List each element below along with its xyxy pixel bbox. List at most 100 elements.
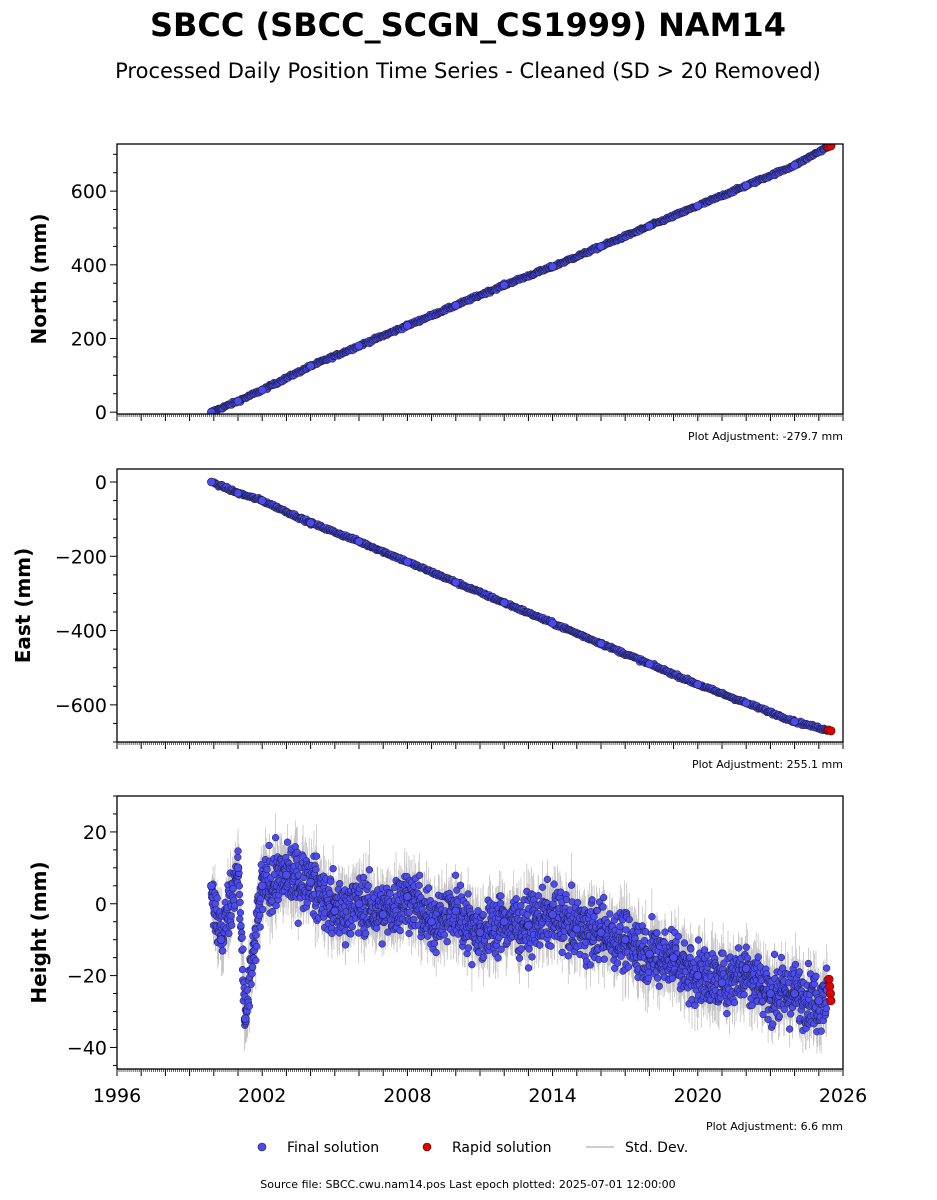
legend-item-stddev: Std. Dev. — [586, 1140, 688, 1156]
y-tick-label: −600 — [55, 695, 107, 717]
final-point — [717, 978, 727, 988]
final-point — [451, 906, 461, 916]
final-point — [240, 1014, 250, 1024]
x-tick-label: 1996 — [93, 1085, 141, 1107]
rapid-point — [826, 996, 836, 1006]
plot-adjustment: Plot Adjustment: -279.7 mm — [688, 430, 843, 443]
final-point — [499, 598, 509, 608]
x-tick-label: 2008 — [383, 1085, 431, 1107]
final-point — [814, 996, 824, 1006]
final-point — [693, 201, 703, 211]
final-point — [548, 262, 557, 271]
final-point — [282, 870, 291, 880]
legend-label: Final solution — [287, 1140, 379, 1156]
final-point — [572, 924, 582, 934]
final-point — [354, 899, 364, 909]
final-point — [403, 321, 412, 330]
y-tick-label: −20 — [67, 966, 107, 988]
final-point — [306, 518, 315, 528]
x-tick-label: 2026 — [819, 1085, 867, 1107]
final-point — [766, 989, 775, 998]
legend-label: Std. Dev. — [625, 1140, 688, 1156]
final-point — [499, 280, 509, 290]
y-tick-label: 0 — [95, 472, 107, 494]
final-point — [306, 361, 315, 371]
y-tick-label: 20 — [83, 822, 107, 844]
x-tick-label: 2002 — [238, 1085, 286, 1107]
final-point — [548, 910, 557, 919]
legend-label: Rapid solution — [452, 1140, 552, 1156]
final-point — [524, 921, 533, 930]
y-axis-label: North (mm) — [27, 213, 51, 344]
final-point — [233, 488, 243, 498]
final-point — [499, 917, 509, 927]
final-point — [354, 537, 364, 546]
y-tick-label: 600 — [71, 181, 107, 203]
final-point — [403, 892, 412, 901]
final-point — [790, 717, 799, 726]
final-point — [207, 477, 216, 487]
plot-area — [207, 477, 836, 736]
final-point — [354, 341, 364, 351]
final-point — [207, 407, 216, 414]
final-point — [596, 928, 606, 937]
final-point — [741, 181, 751, 190]
final-point — [233, 863, 243, 873]
final-point — [306, 877, 315, 887]
plot-frame — [116, 143, 844, 415]
rapid-point — [826, 726, 836, 736]
y-tick-label: 0 — [95, 894, 107, 916]
legend-swatch — [422, 1142, 432, 1152]
final-point — [645, 221, 654, 231]
y-axis-label: Height (mm) — [27, 861, 51, 1003]
x-tick-label: 2020 — [674, 1085, 722, 1107]
chart-title: SBCC (SBCC_SCGN_CS1999) NAM14 — [150, 6, 786, 44]
chart-subtitle: Processed Daily Position Time Series - C… — [115, 59, 821, 83]
final-point — [475, 928, 485, 937]
final-point — [741, 698, 751, 708]
legend-item-final: Final solution — [257, 1140, 379, 1156]
plot-area — [207, 144, 836, 414]
final-point — [596, 242, 606, 251]
final-trace — [207, 144, 831, 414]
y-tick-label: 200 — [71, 328, 107, 350]
final-point — [257, 496, 267, 505]
final-point — [596, 639, 606, 648]
final-point — [451, 301, 461, 310]
panel-3: 20 0 −20 −40 1996 2002 2008 2014 2020 2026 Height … — [27, 795, 867, 1133]
final-point — [378, 910, 388, 919]
final-point — [669, 953, 678, 962]
final-point — [645, 949, 654, 959]
final-point — [403, 557, 412, 567]
rapid-point — [826, 144, 836, 151]
final-point — [330, 906, 340, 916]
final-point — [693, 971, 703, 980]
final-point — [693, 680, 703, 689]
final-point — [427, 917, 436, 927]
final-point — [257, 385, 267, 395]
panel-2: 0 −200 −400 −600 East (mm) Plot Adjustment: 2… — [11, 468, 844, 771]
y-tick-label: 400 — [71, 255, 107, 277]
y-axis-label: East (mm) — [11, 548, 35, 664]
final-point — [645, 659, 654, 669]
y-tick-label: −400 — [55, 621, 107, 643]
final-point — [548, 618, 557, 628]
x-tick-label: 2014 — [528, 1085, 576, 1107]
source-footer: Source file: SBCC.cwu.nam14.pos Last epo… — [260, 1178, 675, 1191]
final-point — [216, 935, 226, 944]
final-point — [790, 161, 799, 170]
final-trace — [207, 477, 831, 735]
final-point — [790, 989, 799, 998]
final-point — [741, 964, 751, 973]
final-point — [451, 577, 461, 587]
final-point — [233, 396, 243, 406]
plot-adjustment: Plot Adjustment: 255.1 mm — [692, 758, 843, 771]
legend-item-rapid: Rapid solution — [422, 1140, 552, 1156]
final-trace — [207, 833, 831, 1036]
plot-adjustment: Plot Adjustment: 6.6 mm — [706, 1120, 843, 1133]
y-tick-label: −200 — [55, 546, 107, 568]
plot-area — [207, 813, 836, 1054]
y-tick-label: −40 — [67, 1037, 107, 1059]
